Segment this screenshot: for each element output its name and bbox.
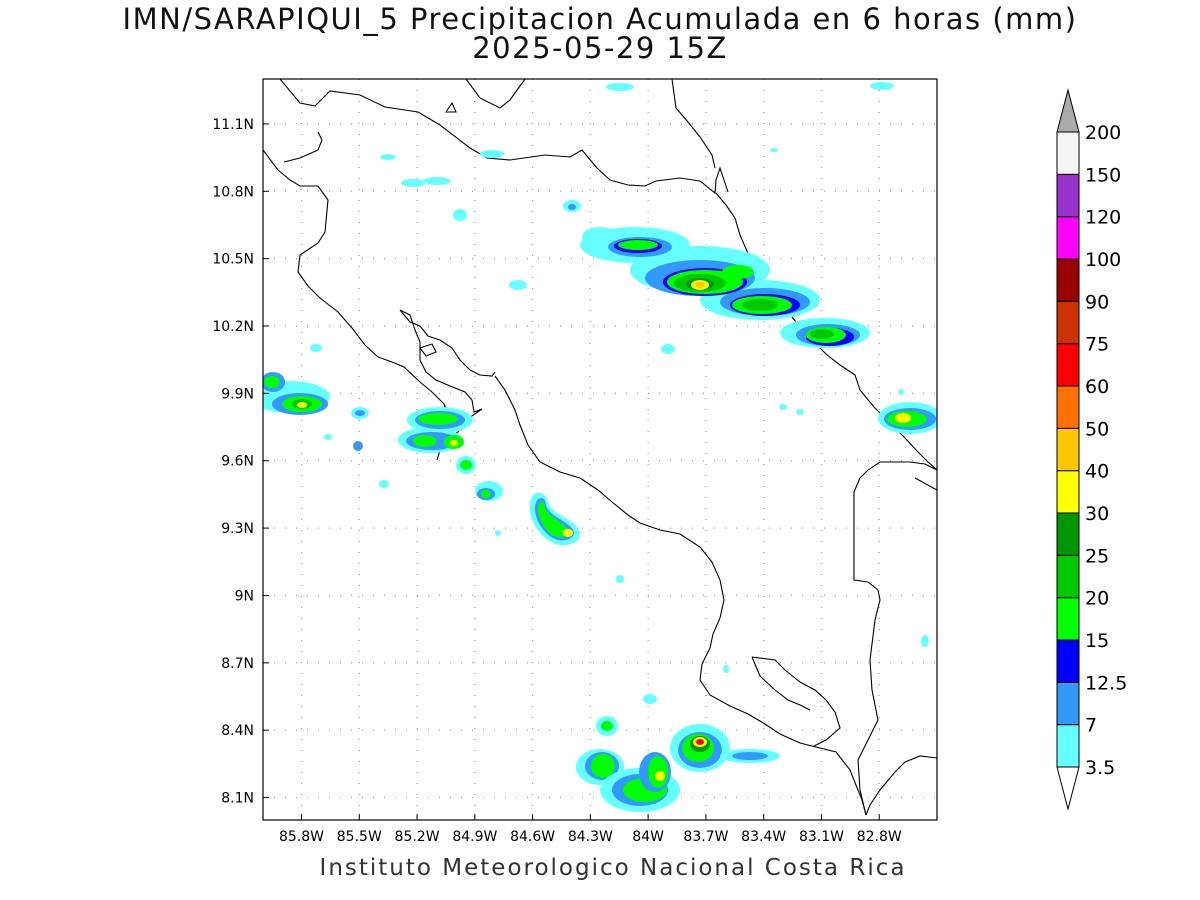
- tick-label-lat: 10.5N: [212, 252, 254, 268]
- colorbar-over-arrow: [1056, 88, 1080, 133]
- tick-label-lat: 8.4N: [221, 723, 254, 739]
- tick-label-lat: 10.2N: [212, 319, 254, 335]
- colorbar-swatch: [1056, 639, 1080, 683]
- coastlines: [263, 79, 937, 816]
- colorbar-swatch: [1056, 512, 1080, 556]
- colorbar-swatch: [1056, 258, 1080, 302]
- tick-label-lon: 84W: [632, 829, 664, 845]
- colorbar-swatch: [1056, 216, 1080, 260]
- colorbar-swatch: [1056, 427, 1080, 472]
- colorbar-label: 40: [1085, 461, 1109, 483]
- colorbar-label: 20: [1085, 588, 1109, 610]
- colorbar-swatch: [1056, 597, 1080, 641]
- precip-fields: [263, 82, 937, 812]
- colorbar-label: 120: [1085, 207, 1121, 229]
- colorbar-label: 90: [1085, 291, 1109, 313]
- tick-label-lon: 83.7W: [683, 829, 728, 845]
- tick-label-lat: 9.6N: [221, 454, 254, 470]
- tick-label-lon: 84.9W: [452, 829, 497, 845]
- colorbar-swatch: [1056, 470, 1080, 514]
- colorbar-swatch: [1056, 343, 1080, 387]
- colorbar-label: 30: [1085, 503, 1109, 525]
- colorbar-label: 15: [1085, 630, 1109, 652]
- tick-label-lon: 82.8W: [857, 829, 902, 845]
- tick-label-lat: 8.7N: [221, 656, 254, 672]
- colorbar: 3.5 7 12.5 15 20 25 30 40 50 60 75 90 100 120 150 200: [1056, 88, 1127, 811]
- colorbar-label: 7: [1085, 715, 1097, 737]
- tick-label-lon: 84.3W: [568, 829, 613, 845]
- tick-label-lat: 11.1N: [212, 117, 254, 133]
- colorbar-under-arrow: [1056, 766, 1080, 811]
- tick-label-lon: 84.6W: [510, 829, 555, 845]
- tick-label-lat: 9.9N: [221, 386, 254, 402]
- colorbar-swatch: [1056, 300, 1080, 345]
- axis-ticks: 85.8W 85.5W 85.2W 84.9W 84.6W 84.3W 84W 83.7W 83…: [212, 117, 902, 845]
- tick-label-lat: 10.8N: [212, 184, 254, 200]
- map-frame: [262, 78, 938, 821]
- colorbar-label: 50: [1085, 418, 1109, 440]
- colorbar-label: 60: [1085, 376, 1109, 398]
- tick-label-lon: 85.2W: [395, 829, 440, 845]
- map-subtitle: 2025-05-29 15Z: [472, 31, 728, 65]
- tick-label-lat: 9N: [235, 588, 254, 604]
- footer-credit: Instituto Meteorologico Nacional Costa R…: [319, 855, 907, 881]
- colorbar-swatch: [1056, 554, 1080, 599]
- map-title: IMN/SARAPIQUI_5 Precipitacion Acumulada …: [122, 2, 1078, 36]
- colorbar-label: 100: [1085, 249, 1121, 271]
- colorbar-label: 12.5: [1085, 672, 1127, 694]
- colorbar-swatch: [1056, 724, 1080, 768]
- tick-label-lat: 8.1N: [221, 791, 254, 807]
- tick-label-lon: 85.5W: [337, 829, 382, 845]
- colorbar-label: 75: [1085, 334, 1109, 356]
- colorbar-swatch: [1056, 681, 1080, 726]
- tick-label-lon: 83.1W: [799, 829, 844, 845]
- colorbar-swatch: [1056, 131, 1080, 175]
- colorbar-label: 200: [1085, 122, 1121, 144]
- graticule: [263, 79, 937, 820]
- colorbar-label: 150: [1085, 164, 1121, 186]
- colorbar-swatch: [1056, 385, 1080, 429]
- tick-label-lon: 83.4W: [741, 829, 786, 845]
- tick-label-lon: 85.8W: [279, 829, 324, 845]
- colorbar-label: 3.5: [1085, 757, 1115, 779]
- colorbar-swatch: [1056, 173, 1080, 218]
- tick-label-lat: 9.3N: [221, 521, 254, 537]
- colorbar-label: 25: [1085, 545, 1109, 567]
